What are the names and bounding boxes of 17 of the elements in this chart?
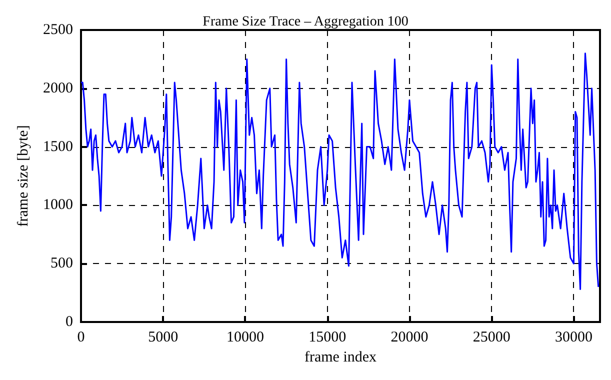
x-tick-label: 20000 [390,330,428,346]
y-tick-label: 2500 [43,22,73,38]
chart-title: Frame Size Trace – Aggregation 100 [202,14,408,30]
y-tick-label: 0 [66,314,73,330]
x-tick-label: 30000 [554,330,592,346]
y-tick-label: 2000 [43,80,73,96]
x-tick-label: 10000 [226,330,264,346]
x-tick-label: 25000 [472,330,510,346]
y-tick-label: 500 [50,256,73,272]
line-series [80,52,600,290]
y-tick-label: 1000 [43,197,73,214]
y-axis-title: frame size [byte] [16,125,32,227]
x-tick-label: 5000 [148,330,178,346]
y-tick-label: 1500 [43,138,73,155]
x-axis-title: frame index [304,350,378,366]
x-tick-label: 15000 [308,330,346,346]
x-tick-label: 0 [77,330,85,346]
